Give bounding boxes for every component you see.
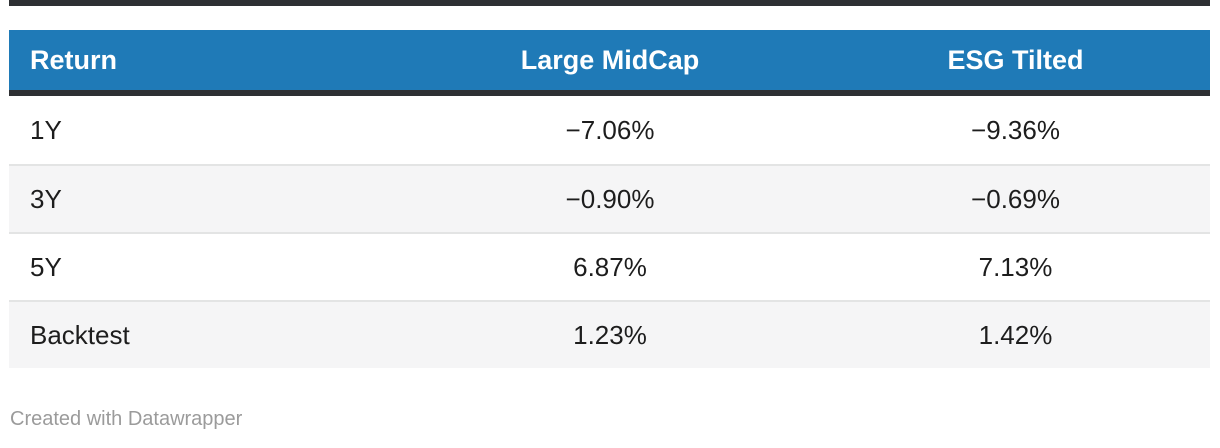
cell-large-midcap: −0.90% (565, 183, 655, 214)
table-row-backtest: Backtest 1.23% 1.42% (9, 300, 1210, 368)
returns-table: Return Large MidCap ESG Tilted 1Y −7.06%… (9, 30, 1210, 368)
column-header-large-midcap: Large MidCap (520, 45, 700, 75)
row-label: 3Y (30, 183, 62, 214)
table-row-1y: 1Y −7.06% −9.36% (9, 96, 1210, 164)
column-header-return: Return (30, 45, 117, 75)
cell-large-midcap: 6.87% (573, 251, 647, 282)
table-header-row: Return Large MidCap ESG Tilted (9, 30, 1210, 96)
row-label: 5Y (30, 251, 62, 282)
row-label: Backtest (30, 319, 130, 350)
cell-esg-tilted: −9.36% (971, 114, 1060, 145)
table-row-5y: 5Y 6.87% 7.13% (9, 232, 1210, 300)
datawrapper-credit-link[interactable]: Created with Datawrapper (10, 408, 243, 430)
table-row-3y: 3Y −0.90% −0.69% (9, 164, 1210, 232)
cell-esg-tilted: −0.69% (971, 183, 1060, 214)
column-header-esg-tilted: ESG Tilted (947, 45, 1084, 75)
cell-esg-tilted: 1.42% (978, 319, 1053, 350)
cell-large-midcap: 1.23% (573, 319, 647, 350)
row-label: 1Y (30, 114, 62, 145)
cell-large-midcap: −7.06% (565, 114, 655, 145)
table-top-border (9, 0, 1210, 6)
cell-esg-tilted: 7.13% (978, 251, 1053, 282)
